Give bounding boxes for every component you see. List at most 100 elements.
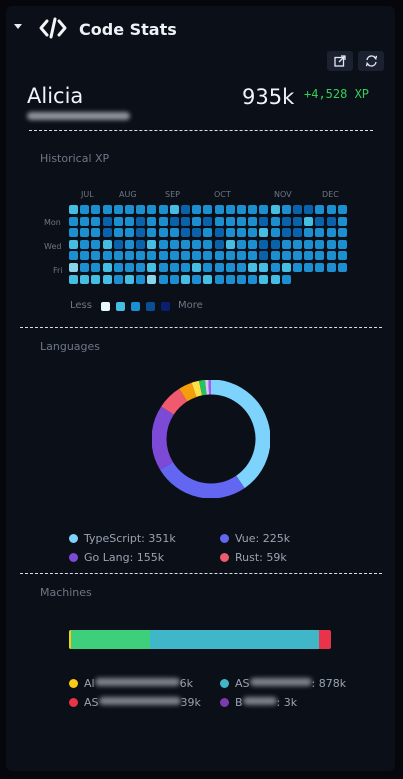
heatmap-cell xyxy=(248,263,258,272)
heatmap-cell xyxy=(326,251,336,261)
machine-legend-item: AS 39k xyxy=(69,696,201,709)
heatmap-cell xyxy=(326,216,336,226)
heatmap-cell xyxy=(337,216,347,226)
machine-xp: : 3k xyxy=(276,696,298,709)
heatmap-cell xyxy=(259,239,269,249)
month-label: AUG xyxy=(119,190,137,199)
legend-swatch xyxy=(101,302,110,311)
heatmap-cell xyxy=(113,205,123,214)
heatmap-cell xyxy=(270,251,280,261)
heatmap-cell xyxy=(125,228,134,238)
heatmap-cell xyxy=(237,263,246,272)
heatmap-cell xyxy=(69,251,78,261)
heatmap-cell xyxy=(91,216,101,226)
heatmap-cell xyxy=(281,205,291,214)
heatmap-cell xyxy=(125,239,134,249)
redacted-text xyxy=(94,678,180,686)
heatmap-cell xyxy=(293,216,302,226)
heatmap-cell xyxy=(248,251,258,261)
heatmap-cell xyxy=(192,251,202,261)
heatmap-cell xyxy=(259,216,269,226)
donut-segment xyxy=(152,406,174,470)
machine-bar-segment xyxy=(318,630,331,649)
heatmap-cell xyxy=(181,239,190,249)
heatmap-cell xyxy=(214,274,224,284)
heatmap-cell xyxy=(281,228,291,238)
refresh-button[interactable] xyxy=(358,51,384,71)
heatmap-cell xyxy=(281,263,291,272)
heatmap-cell xyxy=(169,205,179,214)
heatmap-cell xyxy=(225,205,235,214)
heatmap-cell xyxy=(293,263,302,272)
heatmap-cell xyxy=(304,251,314,261)
historical-xp-label: Historical XP xyxy=(40,152,110,165)
heatmap-cell xyxy=(125,274,134,284)
heatmap-cell xyxy=(237,274,246,284)
heatmap-cell xyxy=(281,251,291,261)
heatmap-cell xyxy=(136,251,146,261)
machine-bar-segment xyxy=(150,630,319,649)
heatmap-cell xyxy=(315,239,325,249)
machine-xp: 39k xyxy=(180,696,201,709)
heatmap-cell xyxy=(259,251,269,261)
language-legend-item: TypeScript: 351k xyxy=(69,532,176,545)
heatmap-cell xyxy=(192,228,202,238)
heatmap-cell xyxy=(315,228,325,238)
heatmap-cell xyxy=(181,263,190,272)
heatmap-cell xyxy=(304,239,314,249)
heatmap-cell xyxy=(203,239,213,249)
heatmap-cell xyxy=(293,239,302,249)
open-external-button[interactable] xyxy=(327,51,353,71)
heatmap-cell xyxy=(102,251,112,261)
machine-name-prefix: AS xyxy=(84,696,99,709)
heatmap-cell xyxy=(192,239,202,249)
heatmap-cell xyxy=(214,228,224,238)
heatmap-cell xyxy=(91,228,101,238)
heatmap-cell xyxy=(91,274,101,284)
xp-gain: +4,528 XP xyxy=(304,87,370,101)
heatmap-cell xyxy=(304,263,314,272)
heatmap-cell xyxy=(214,239,224,249)
panel-header: Code Stats xyxy=(6,6,395,52)
heatmap-cell xyxy=(203,205,213,214)
language-legend-item: Rust: 59k xyxy=(220,551,287,564)
heatmap-cell xyxy=(158,263,168,272)
heatmap-cell xyxy=(102,263,112,272)
heatmap-cell xyxy=(125,216,134,226)
legend-dot xyxy=(69,553,78,562)
heatmap-cell xyxy=(102,239,112,249)
day-label: Fri xyxy=(53,266,63,275)
month-label: DEC xyxy=(322,190,339,199)
redacted-text xyxy=(98,697,181,705)
heatmap-cell xyxy=(169,239,179,249)
heatmap-cell xyxy=(192,205,202,214)
legend-dot xyxy=(220,698,229,707)
heatmap-cell xyxy=(248,205,258,214)
heatmap-cell xyxy=(80,263,90,272)
heatmap-cell xyxy=(147,216,157,226)
day-label: Wed xyxy=(44,242,62,251)
collapse-chevron-icon[interactable] xyxy=(14,24,22,29)
heatmap-cell xyxy=(304,228,314,238)
legend-swatch xyxy=(146,302,155,311)
heatmap-cell xyxy=(281,239,291,249)
machine-name-prefix: AS xyxy=(235,677,250,690)
heatmap-cell xyxy=(293,251,302,261)
donut-segment xyxy=(179,382,197,402)
heatmap-cell xyxy=(102,274,112,284)
heatmap-cell xyxy=(169,251,179,261)
month-label: SEP xyxy=(165,190,180,199)
heatmap-cell xyxy=(113,251,123,261)
heatmap-cell xyxy=(203,251,213,261)
heatmap-cell xyxy=(337,239,347,249)
heatmap-cell xyxy=(214,205,224,214)
languages-label: Languages xyxy=(40,340,101,353)
heatmap-cell xyxy=(102,228,112,238)
heatmap-cell xyxy=(113,228,123,238)
heatmap-cell xyxy=(102,216,112,226)
machine-xp: 6k xyxy=(179,677,193,690)
donut-segment xyxy=(161,388,188,415)
refresh-icon xyxy=(365,55,377,67)
heatmap-cell xyxy=(136,263,146,272)
heatmap-cell xyxy=(69,239,78,249)
